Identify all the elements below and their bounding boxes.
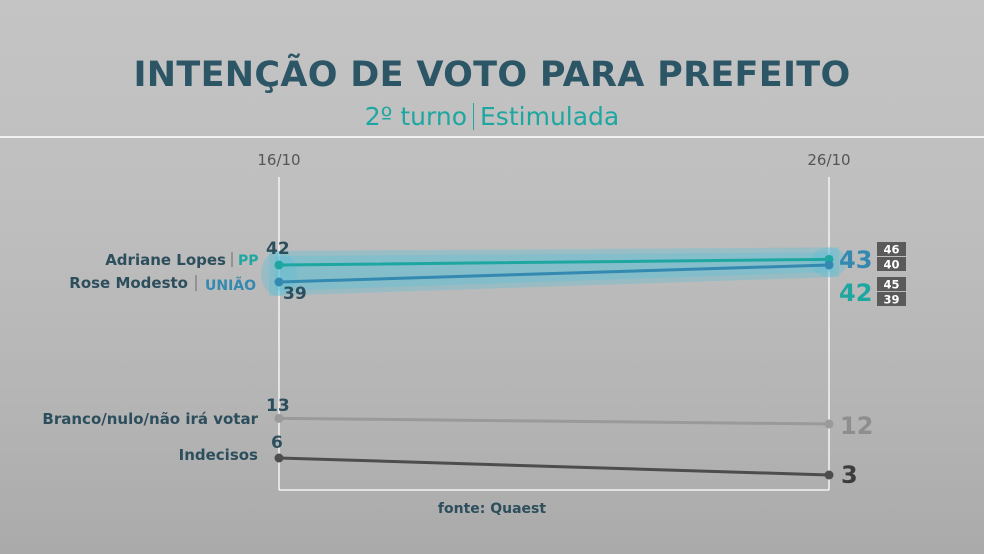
interval-box [877, 292, 906, 306]
subtitle-type: Estimulada [480, 102, 620, 131]
interval-box [877, 242, 906, 256]
data-point-rose [274, 277, 284, 287]
data-label-end-rose: 42 [839, 279, 872, 307]
data-label-end-branco: 12 [840, 412, 873, 440]
data-point-branco [824, 419, 834, 429]
x-tick-label: 26/10 [807, 151, 850, 169]
series-line-branco [277, 416, 831, 426]
data-point-branco [274, 413, 284, 423]
chart-subtitle: 2º turno Estimulada [0, 100, 984, 134]
header: INTENÇÃO DE VOTO PARA PREFEITO 2º turno E… [0, 0, 984, 136]
data-label-start-branco: 13 [266, 396, 290, 416]
series-party-rose: UNIÃO [205, 277, 256, 294]
series-line-adriane [277, 257, 831, 267]
series-name-adriane: Adriane Lopes [105, 251, 226, 269]
interval-box [877, 257, 906, 271]
interval-label: 46 [883, 243, 899, 257]
data-point-indecisos [824, 470, 834, 480]
series-name-branco: Branco/nulo/não irá votar [42, 410, 258, 428]
series-line-indecisos [277, 456, 831, 477]
data-label-start-adriane: 42 [266, 239, 290, 259]
interval-label: 45 [883, 278, 899, 292]
series-line-rose [277, 263, 831, 284]
header-divider [0, 136, 984, 138]
data-label-end-indecisos: 3 [841, 461, 858, 489]
x-tick-label: 16/10 [257, 151, 300, 169]
data-label-start-rose: 39 [283, 284, 307, 304]
data-point-adriane [274, 260, 284, 270]
series-party-adriane: PP [238, 253, 259, 269]
data-point-indecisos [274, 453, 284, 463]
data-label-end-adriane: 43 [839, 246, 872, 274]
chart-title: INTENÇÃO DE VOTO PARA PREFEITO [133, 55, 851, 95]
interval-label: 39 [883, 293, 899, 307]
data-label-start-indecisos: 6 [271, 433, 283, 453]
band-end-left [261, 251, 297, 296]
source-note: fonte: Quaest [437, 501, 547, 517]
subtitle-round: 2º turno [364, 102, 468, 131]
series-name-rose: Rose Modesto [69, 274, 188, 292]
data-point-rose [824, 260, 834, 270]
interval-label: 40 [883, 258, 899, 272]
interval-box [877, 277, 906, 291]
subtitle-separator [473, 103, 475, 130]
series-name-indecisos: Indecisos [179, 446, 258, 464]
